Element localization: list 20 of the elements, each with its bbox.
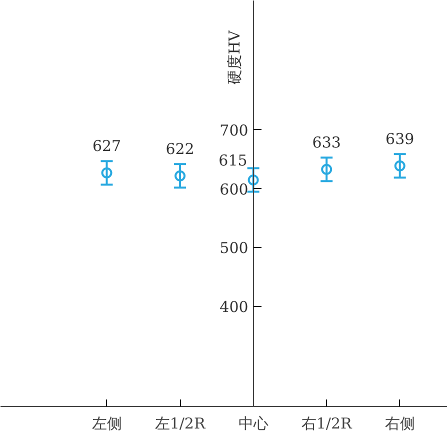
point xyxy=(174,170,186,182)
point xyxy=(248,174,259,186)
y-tick-label: 700 xyxy=(220,121,248,140)
x-tick-label: 左1/2R xyxy=(154,414,206,432)
data-label: 622 xyxy=(166,140,194,158)
point xyxy=(101,167,112,178)
data-label: 615 xyxy=(218,151,248,170)
y-tick-label: 600 xyxy=(220,180,248,198)
y-axis-title: 硬度HV xyxy=(225,29,244,84)
point xyxy=(321,164,332,175)
x-tick-label: 右1/2R xyxy=(301,414,353,432)
x-tick-label: 左侧 xyxy=(92,414,122,432)
point xyxy=(394,160,406,172)
data-label: 627 xyxy=(92,136,122,155)
y-tick-label: 500 xyxy=(220,239,248,258)
data-label: 639 xyxy=(386,130,414,148)
x-tick-label: 中心 xyxy=(238,414,268,432)
y-tick-label: 400 xyxy=(220,298,248,316)
data-label: 633 xyxy=(312,133,341,152)
x-tick-label: 右侧 xyxy=(384,414,415,432)
